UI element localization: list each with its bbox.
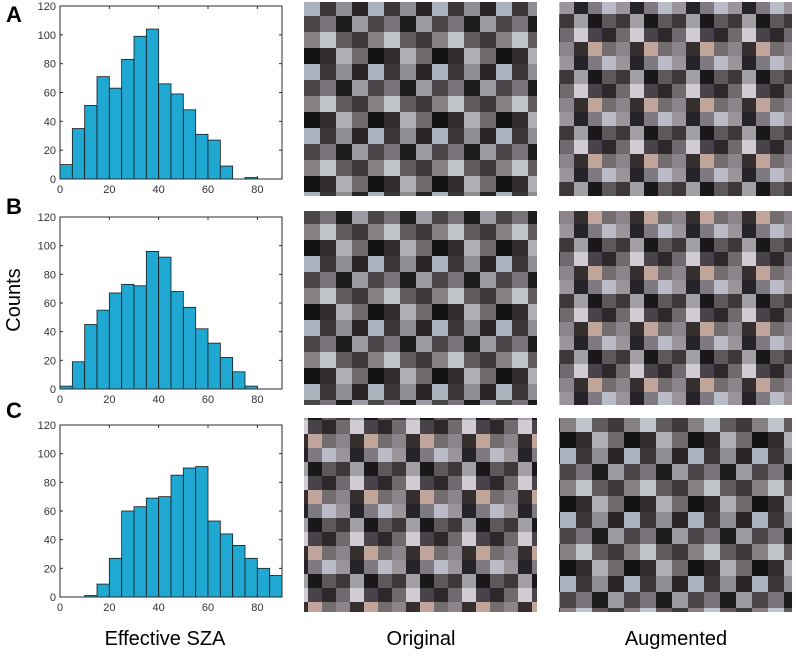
histogram-bar-a-6 <box>133 35 147 180</box>
y-tick-label-c-4: 80 <box>44 477 56 489</box>
histogram-bar-b-1 <box>71 361 86 390</box>
histogram-bar-a-2 <box>84 105 98 180</box>
y-tick-label-b-1: 20 <box>44 355 56 367</box>
y-tick-label-c-3: 60 <box>44 506 56 518</box>
histogram-bar-a-1 <box>71 128 86 180</box>
x-tick-label-a-0: 0 <box>57 184 63 196</box>
histogram-bar-a-7 <box>145 28 160 180</box>
y-tick-label-a-6: 120 <box>38 1 56 13</box>
histogram-bar-b-10 <box>182 306 197 390</box>
histogram-bar-a-8 <box>158 83 172 180</box>
histogram-bar-a-12 <box>207 139 221 180</box>
y-tick-label-c-0: 0 <box>50 592 56 604</box>
y-tick-label-b-0: 0 <box>50 384 56 396</box>
y-tick-label-b-2: 40 <box>44 327 56 339</box>
x-tick-label-c-4: 80 <box>251 602 263 614</box>
y-tick-label-a-4: 80 <box>44 59 56 71</box>
panel-letter-b: B <box>6 194 22 219</box>
histogram-bar-b-6 <box>133 285 147 390</box>
histogram-bar-c-17 <box>269 575 283 598</box>
histogram-bar-c-16 <box>256 567 271 598</box>
y-tick-label-c-2: 40 <box>44 535 56 547</box>
y-axis-label: Counts <box>3 268 25 331</box>
y-tick-label-b-6: 120 <box>38 212 56 224</box>
histogram-bar-b-13 <box>219 357 234 390</box>
histogram-bar-c-8 <box>158 496 172 598</box>
x-axis-label: Effective SZA <box>105 628 226 650</box>
histogram-bar-b-2 <box>84 324 98 390</box>
original-image-b <box>304 211 537 405</box>
histogram-bar-a-9 <box>170 93 184 180</box>
histogram-bar-c-10 <box>182 467 197 598</box>
histogram-bar-b-9 <box>170 291 184 390</box>
x-tick-label-a-2: 40 <box>153 184 165 196</box>
histogram-bar-b-7 <box>145 250 160 390</box>
histogram-bar-c-3 <box>96 583 110 598</box>
x-tick-label-c-2: 40 <box>153 602 165 614</box>
histogram-bar-b-5 <box>121 283 135 390</box>
y-tick-label-a-1: 20 <box>44 145 56 157</box>
original-image-c <box>304 418 537 612</box>
panel-letter-c: C <box>6 398 22 423</box>
y-tick-label-c-6: 120 <box>38 420 56 432</box>
histogram-c: 0 20 40 60 80 100 120 0 20 40 60 80 <box>38 420 283 614</box>
histogram-bar-b-12 <box>207 342 221 390</box>
histogram-bar-c-14 <box>232 545 246 598</box>
histogram-bar-b-3 <box>96 309 110 390</box>
y-tick-label-c-5: 100 <box>38 449 56 461</box>
panel-letters: A B C <box>6 2 22 423</box>
original-image-a <box>304 2 537 196</box>
histogram-bar-c-7 <box>145 497 160 598</box>
x-tick-label-b-0: 0 <box>57 394 63 406</box>
histogram-bar-a-4 <box>108 87 123 180</box>
x-tick-label-c-3: 60 <box>202 602 214 614</box>
y-tick-label-a-2: 40 <box>44 116 56 128</box>
x-tick-label-b-1: 20 <box>103 394 115 406</box>
y-tick-label-a-5: 100 <box>38 30 56 42</box>
augmented-image-b <box>559 211 792 405</box>
x-tick-label-c-1: 20 <box>103 602 115 614</box>
histogram-bar-c-12 <box>207 520 221 598</box>
histogram-bar-a-11 <box>195 133 209 180</box>
satellite-image-grid <box>304 2 792 612</box>
histogram-bar-a-10 <box>182 109 197 180</box>
augmented-image-c <box>559 418 792 612</box>
histogram-bar-a-13 <box>219 165 234 180</box>
x-tick-label-a-4: 80 <box>251 184 263 196</box>
histogram-bar-b-11 <box>195 328 209 390</box>
panel-letter-a: A <box>6 2 22 27</box>
histogram-bar-a-5 <box>121 58 135 180</box>
y-tick-label-b-3: 60 <box>44 298 56 310</box>
x-tick-label-a-1: 20 <box>103 184 115 196</box>
original-column-label: Original <box>387 628 456 650</box>
y-tick-label-a-3: 60 <box>44 88 56 100</box>
x-tick-label-b-4: 80 <box>251 394 263 406</box>
x-tick-label-a-3: 60 <box>202 184 214 196</box>
histogram-bar-b-4 <box>108 292 123 390</box>
histogram-bar-a-0 <box>59 164 73 180</box>
histogram-bar-b-14 <box>232 371 246 390</box>
histogram-b: 0 20 40 60 80 100 120 0 20 40 60 80 <box>38 212 283 406</box>
histogram-a: 0 20 40 60 80 100 120 0 20 40 60 80 <box>38 1 283 196</box>
histogram-bar-c-9 <box>170 474 184 598</box>
x-tick-label-b-2: 40 <box>153 394 165 406</box>
y-tick-label-a-0: 0 <box>50 174 56 186</box>
histogram-bar-c-13 <box>219 533 234 598</box>
y-tick-label-b-4: 80 <box>44 269 56 281</box>
histogram-bar-c-5 <box>121 510 135 598</box>
x-tick-label-b-3: 60 <box>202 394 214 406</box>
y-tick-label-c-1: 20 <box>44 563 56 575</box>
histogram-bar-c-4 <box>108 557 123 598</box>
histogram-bar-c-11 <box>195 466 209 598</box>
histogram-bar-b-8 <box>158 256 172 390</box>
histogram-bar-c-6 <box>133 506 147 598</box>
y-tick-label-b-5: 100 <box>38 241 56 253</box>
x-tick-label-c-0: 0 <box>57 602 63 614</box>
histogram-bar-a-3 <box>96 76 110 180</box>
histogram-bar-c-15 <box>244 557 258 598</box>
augmented-column-label: Augmented <box>625 628 727 650</box>
augmented-image-a <box>559 2 792 196</box>
